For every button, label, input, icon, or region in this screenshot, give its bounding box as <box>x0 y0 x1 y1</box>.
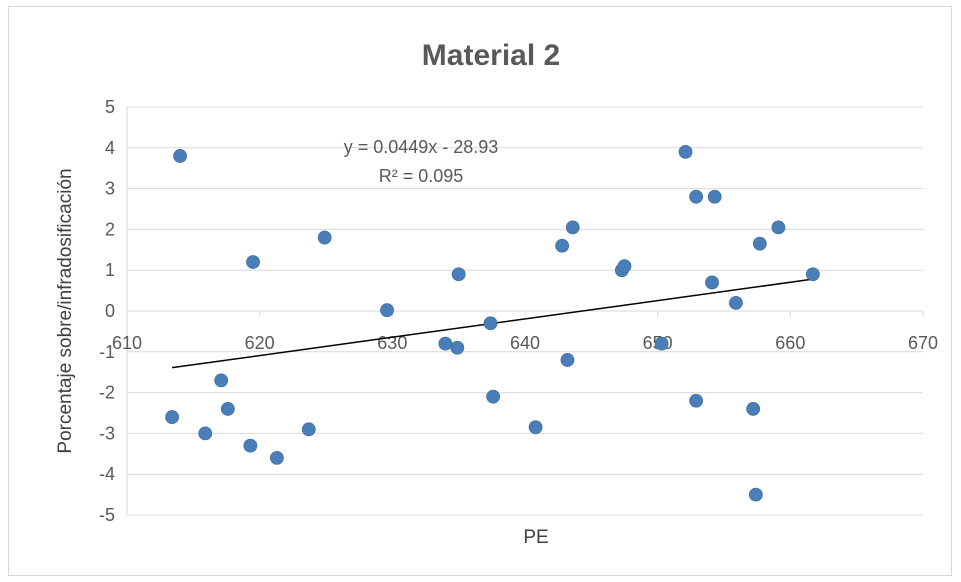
data-point <box>214 373 229 388</box>
y-tick-label: 4 <box>105 138 115 158</box>
data-point <box>165 410 180 424</box>
data-point <box>565 220 580 235</box>
data-point <box>198 426 213 441</box>
x-tick-label: 610 <box>112 333 142 353</box>
y-axis-title: Porcentaje sobre/infradosificación <box>55 168 76 453</box>
gridlines <box>127 106 923 516</box>
trendline-r-squared: R² = 0.095 <box>379 166 464 186</box>
y-tick-label: -5 <box>99 505 115 525</box>
y-tick-label: 3 <box>105 179 115 199</box>
data-point <box>380 303 394 318</box>
data-point <box>748 487 763 502</box>
data-point <box>752 236 767 251</box>
data-point <box>317 230 332 245</box>
x-tick-label: 640 <box>510 333 540 353</box>
data-point <box>438 336 453 351</box>
trendline-equation: y = 0.0449x - 28.93 <box>344 137 499 157</box>
y-tick-label: 5 <box>105 97 115 117</box>
data-point <box>678 144 693 159</box>
y-tick-label: 2 <box>105 219 115 239</box>
data-point <box>220 402 235 416</box>
data-point <box>689 393 704 408</box>
data-point <box>689 189 704 204</box>
data-point <box>270 450 284 465</box>
data-point <box>729 295 743 310</box>
data-point <box>450 340 465 355</box>
x-tick-label: 660 <box>775 333 805 353</box>
x-tick-label: 620 <box>245 333 275 353</box>
y-tick-label: -3 <box>99 423 115 443</box>
data-point <box>805 267 820 282</box>
data-point <box>705 275 719 290</box>
axes <box>126 107 924 515</box>
data-points <box>165 144 820 502</box>
data-point <box>555 238 570 253</box>
data-point <box>486 389 501 404</box>
x-tick-labels: 610620630640650660670 <box>112 333 938 353</box>
data-point <box>617 259 632 274</box>
x-tick-label: 670 <box>908 333 938 353</box>
data-point <box>746 402 761 416</box>
data-point <box>528 420 543 435</box>
data-point <box>560 353 575 367</box>
y-tick-label: -2 <box>99 383 115 403</box>
data-point <box>451 267 466 282</box>
x-axis-title: PE <box>523 527 548 548</box>
chart-title: Material 2 <box>422 39 560 72</box>
data-point <box>707 189 722 204</box>
data-point <box>301 422 316 437</box>
y-tick-label: -4 <box>99 464 115 484</box>
y-tick-label: 1 <box>105 260 115 280</box>
data-point <box>173 149 187 163</box>
data-point <box>771 220 786 235</box>
y-tick-labels: 5 4 3 2 1 0 -1 -2 -3 -4 -5 <box>99 97 115 525</box>
data-point <box>483 316 498 331</box>
y-tick-label: 0 <box>105 301 115 321</box>
data-point <box>654 336 669 351</box>
data-point <box>246 255 260 269</box>
data-point <box>243 438 258 453</box>
y-tick-label: -1 <box>99 342 115 362</box>
